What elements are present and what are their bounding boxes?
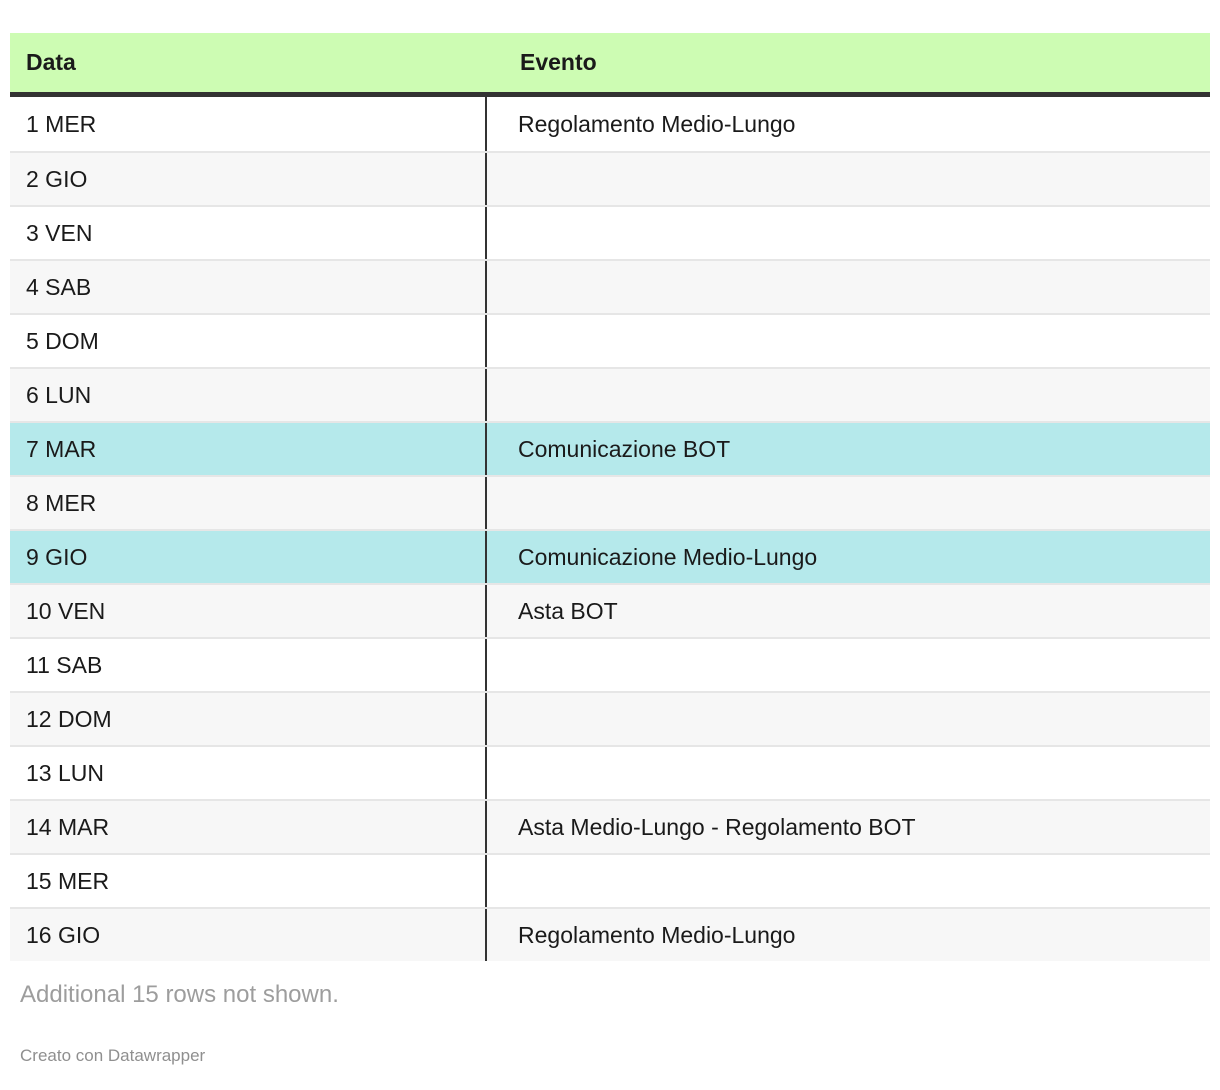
datawrapper-table-page: Data Evento 1 MER Regolamento Medio-Lung… bbox=[10, 33, 1210, 1065]
rows-not-shown-note: Additional 15 rows not shown. bbox=[20, 981, 339, 1008]
date-cell: 4 SAB bbox=[10, 261, 487, 313]
table-row: 16 GIO Regolamento Medio-Lungo bbox=[10, 907, 1210, 961]
date-cell: 12 DOM bbox=[10, 693, 487, 745]
date-cell: 15 MER bbox=[10, 855, 487, 907]
table-header-row: Data Evento bbox=[10, 33, 1210, 97]
events-table: Data Evento 1 MER Regolamento Medio-Lung… bbox=[10, 33, 1210, 961]
table-row: 2 GIO bbox=[10, 151, 1210, 205]
date-cell: 2 GIO bbox=[10, 153, 487, 205]
date-cell: 7 MAR bbox=[10, 423, 487, 475]
table-row: 7 MAR Comunicazione BOT bbox=[10, 421, 1210, 475]
date-cell: 8 MER bbox=[10, 477, 487, 529]
table-row: 10 VEN Asta BOT bbox=[10, 583, 1210, 637]
event-cell bbox=[487, 855, 1210, 907]
datawrapper-credit: Creato con Datawrapper bbox=[20, 1046, 206, 1065]
date-cell: 16 GIO bbox=[10, 909, 487, 961]
table-row: 8 MER bbox=[10, 475, 1210, 529]
event-cell bbox=[487, 693, 1210, 745]
event-cell: Asta Medio-Lungo - Regolamento BOT bbox=[518, 813, 916, 840]
column-header-data: Data bbox=[26, 49, 76, 75]
event-cell bbox=[487, 207, 1210, 259]
table-row: 1 MER Regolamento Medio-Lungo bbox=[10, 97, 1210, 151]
date-cell: 6 LUN bbox=[10, 369, 487, 421]
date-cell: 9 GIO bbox=[10, 531, 487, 583]
table-row: 12 DOM bbox=[10, 691, 1210, 745]
table-row: 13 LUN bbox=[10, 745, 1210, 799]
event-cell: Comunicazione Medio-Lungo bbox=[518, 543, 818, 570]
date-cell: 13 LUN bbox=[10, 747, 487, 799]
event-cell bbox=[487, 639, 1210, 691]
date-cell: 1 MER bbox=[10, 97, 487, 151]
table-row: 5 DOM bbox=[10, 313, 1210, 367]
date-cell: 3 VEN bbox=[10, 207, 487, 259]
event-cell bbox=[487, 369, 1210, 421]
date-cell: 14 MAR bbox=[10, 801, 487, 853]
table-row: 15 MER bbox=[10, 853, 1210, 907]
table-body: 1 MER Regolamento Medio-Lungo 2 GIO 3 VE… bbox=[10, 97, 1210, 961]
event-cell bbox=[487, 261, 1210, 313]
event-cell: Regolamento Medio-Lungo bbox=[518, 921, 796, 948]
column-header-evento: Evento bbox=[520, 49, 597, 75]
event-cell bbox=[487, 315, 1210, 367]
event-cell: Regolamento Medio-Lungo bbox=[518, 110, 796, 137]
table-row: 14 MAR Asta Medio-Lungo - Regolamento BO… bbox=[10, 799, 1210, 853]
table-row: 4 SAB bbox=[10, 259, 1210, 313]
event-cell: Asta BOT bbox=[518, 597, 618, 624]
event-cell: Comunicazione BOT bbox=[518, 435, 731, 462]
table-row: 9 GIO Comunicazione Medio-Lungo bbox=[10, 529, 1210, 583]
table-row: 6 LUN bbox=[10, 367, 1210, 421]
event-cell bbox=[487, 747, 1210, 799]
event-cell bbox=[487, 477, 1210, 529]
table-row: 11 SAB bbox=[10, 637, 1210, 691]
date-cell: 11 SAB bbox=[10, 639, 487, 691]
table-row: 3 VEN bbox=[10, 205, 1210, 259]
date-cell: 5 DOM bbox=[10, 315, 487, 367]
date-cell: 10 VEN bbox=[10, 585, 487, 637]
event-cell bbox=[487, 153, 1210, 205]
